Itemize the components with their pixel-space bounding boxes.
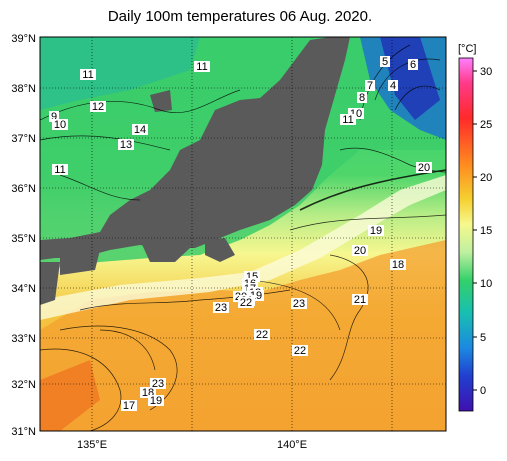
contour-label-bg	[390, 259, 406, 270]
contour-label-bg	[121, 400, 137, 411]
contour-label-bg	[248, 290, 264, 301]
contour-label-bg	[140, 387, 156, 398]
contour-label-bg	[292, 345, 308, 356]
colorbar: [°C] 30 25 20 15 10 5 0	[458, 43, 492, 412]
colorbar-tick-label: 15	[480, 225, 492, 237]
contour-label-bg	[388, 80, 398, 91]
contour-label: 8	[359, 92, 365, 104]
colorbar-scale	[458, 57, 474, 412]
lat-label: 37°N	[11, 133, 36, 145]
contour-label-bg	[80, 69, 96, 80]
lat-label: 35°N	[11, 233, 36, 245]
contour-label-bg	[150, 378, 166, 389]
honshu-land	[40, 37, 350, 260]
map-plot-area	[40, 37, 446, 431]
contour-label-bg	[368, 225, 384, 236]
kyushu-land	[40, 262, 60, 305]
latitude-labels: 39°N 38°N 37°N 36°N 35°N 34°N 33°N 32°N …	[11, 33, 36, 438]
colorbar-tick-label: 30	[480, 66, 492, 78]
contour-label-bg	[352, 245, 368, 256]
contour-label-bg	[90, 101, 106, 112]
warm-core-southwest	[40, 360, 100, 431]
contour-label-bg	[52, 164, 68, 175]
contour-label-bg	[244, 271, 260, 282]
lon-label: 140°E	[277, 439, 307, 451]
lat-label: 38°N	[11, 83, 36, 95]
colorbar-unit: [°C]	[458, 43, 476, 55]
contour-label-bg	[408, 59, 418, 70]
kuroshio-warm-water	[40, 240, 446, 431]
lat-label: 34°N	[11, 283, 36, 295]
contour-label: 9	[51, 111, 57, 123]
cool-patch-west	[40, 37, 200, 110]
lat-label: 36°N	[11, 183, 36, 195]
colorbar-tick-label: 10	[480, 278, 492, 290]
contour-label-bg	[340, 114, 356, 125]
contour-label: 22	[240, 297, 252, 309]
lat-label: 39°N	[11, 33, 36, 45]
contour-label: 5	[382, 56, 388, 68]
contour-label: 7	[367, 80, 373, 92]
colorbar-ticks: 30 25 20 15 10 5 0	[473, 66, 492, 397]
contour-label-bg	[132, 124, 148, 135]
lat-label: 32°N	[11, 379, 36, 391]
contour-label: 12	[92, 101, 104, 113]
isotherm-lines	[40, 44, 446, 431]
contour-label: 20	[354, 245, 366, 257]
contour-value-labels: 1111129101413115647810112019201821151617…	[49, 56, 432, 412]
kii-peninsula	[140, 238, 190, 262]
contour-label: 22	[256, 329, 268, 341]
contour-label: 11	[342, 114, 353, 126]
contour-label: 23	[293, 298, 305, 310]
lat-label: 31°N	[11, 426, 36, 438]
contour-label-bg	[52, 119, 68, 130]
contour-label-bg	[416, 162, 432, 173]
lat-label: 33°N	[11, 333, 36, 345]
contour-label-bg	[380, 56, 390, 67]
colorbar-tick-label: 25	[480, 119, 492, 131]
contour-label: 22	[294, 345, 306, 357]
contour-label: 14	[134, 124, 146, 136]
contour-label: 6	[410, 59, 416, 71]
contour-label-bg	[352, 294, 368, 305]
contour-label-bg	[357, 92, 367, 103]
contour-label-bg	[118, 139, 134, 150]
contour-label-bg	[238, 297, 254, 308]
contour-label: 20	[418, 162, 430, 174]
contour-label: 23	[215, 302, 227, 314]
contour-label-bg	[365, 80, 375, 91]
sado-island	[324, 65, 335, 85]
contour-label: 17	[123, 400, 135, 412]
contour-label: 18	[392, 259, 404, 271]
lon-label: 135°E	[77, 439, 107, 451]
contour-label-bg	[148, 395, 164, 406]
contour-label-bg	[213, 302, 229, 313]
contour-label: 11	[54, 164, 65, 176]
contour-label-bg	[49, 111, 59, 122]
izu-peninsula	[205, 238, 235, 262]
contour-label: 11	[196, 61, 207, 73]
contour-label-bg	[254, 329, 270, 340]
contour-label: 21	[354, 294, 366, 306]
shikoku-land	[60, 248, 100, 275]
contour-label-bg	[348, 108, 364, 119]
cold-core-northeast	[380, 37, 440, 120]
map-title: Daily 100m temperatures 06 Aug. 2020.	[107, 8, 373, 25]
colorbar-tick-label: 5	[480, 332, 486, 344]
contour-label-bg	[291, 298, 307, 309]
contour-label: 19	[150, 395, 162, 407]
contour-label: 19	[370, 225, 382, 237]
contour-label: 13	[120, 139, 132, 151]
contour-label: 4	[390, 80, 396, 92]
contour-label: 11	[82, 69, 93, 81]
noto-peninsula	[150, 90, 172, 112]
contour-label: 10	[54, 119, 66, 131]
contour-label-bg	[194, 61, 210, 72]
transition-band	[40, 175, 446, 320]
colorbar-tick-label: 20	[480, 172, 492, 184]
map-frame	[39, 36, 447, 432]
colorbar-tick-label: 0	[480, 385, 486, 397]
longitude-labels: 135°E 140°E	[77, 439, 307, 451]
